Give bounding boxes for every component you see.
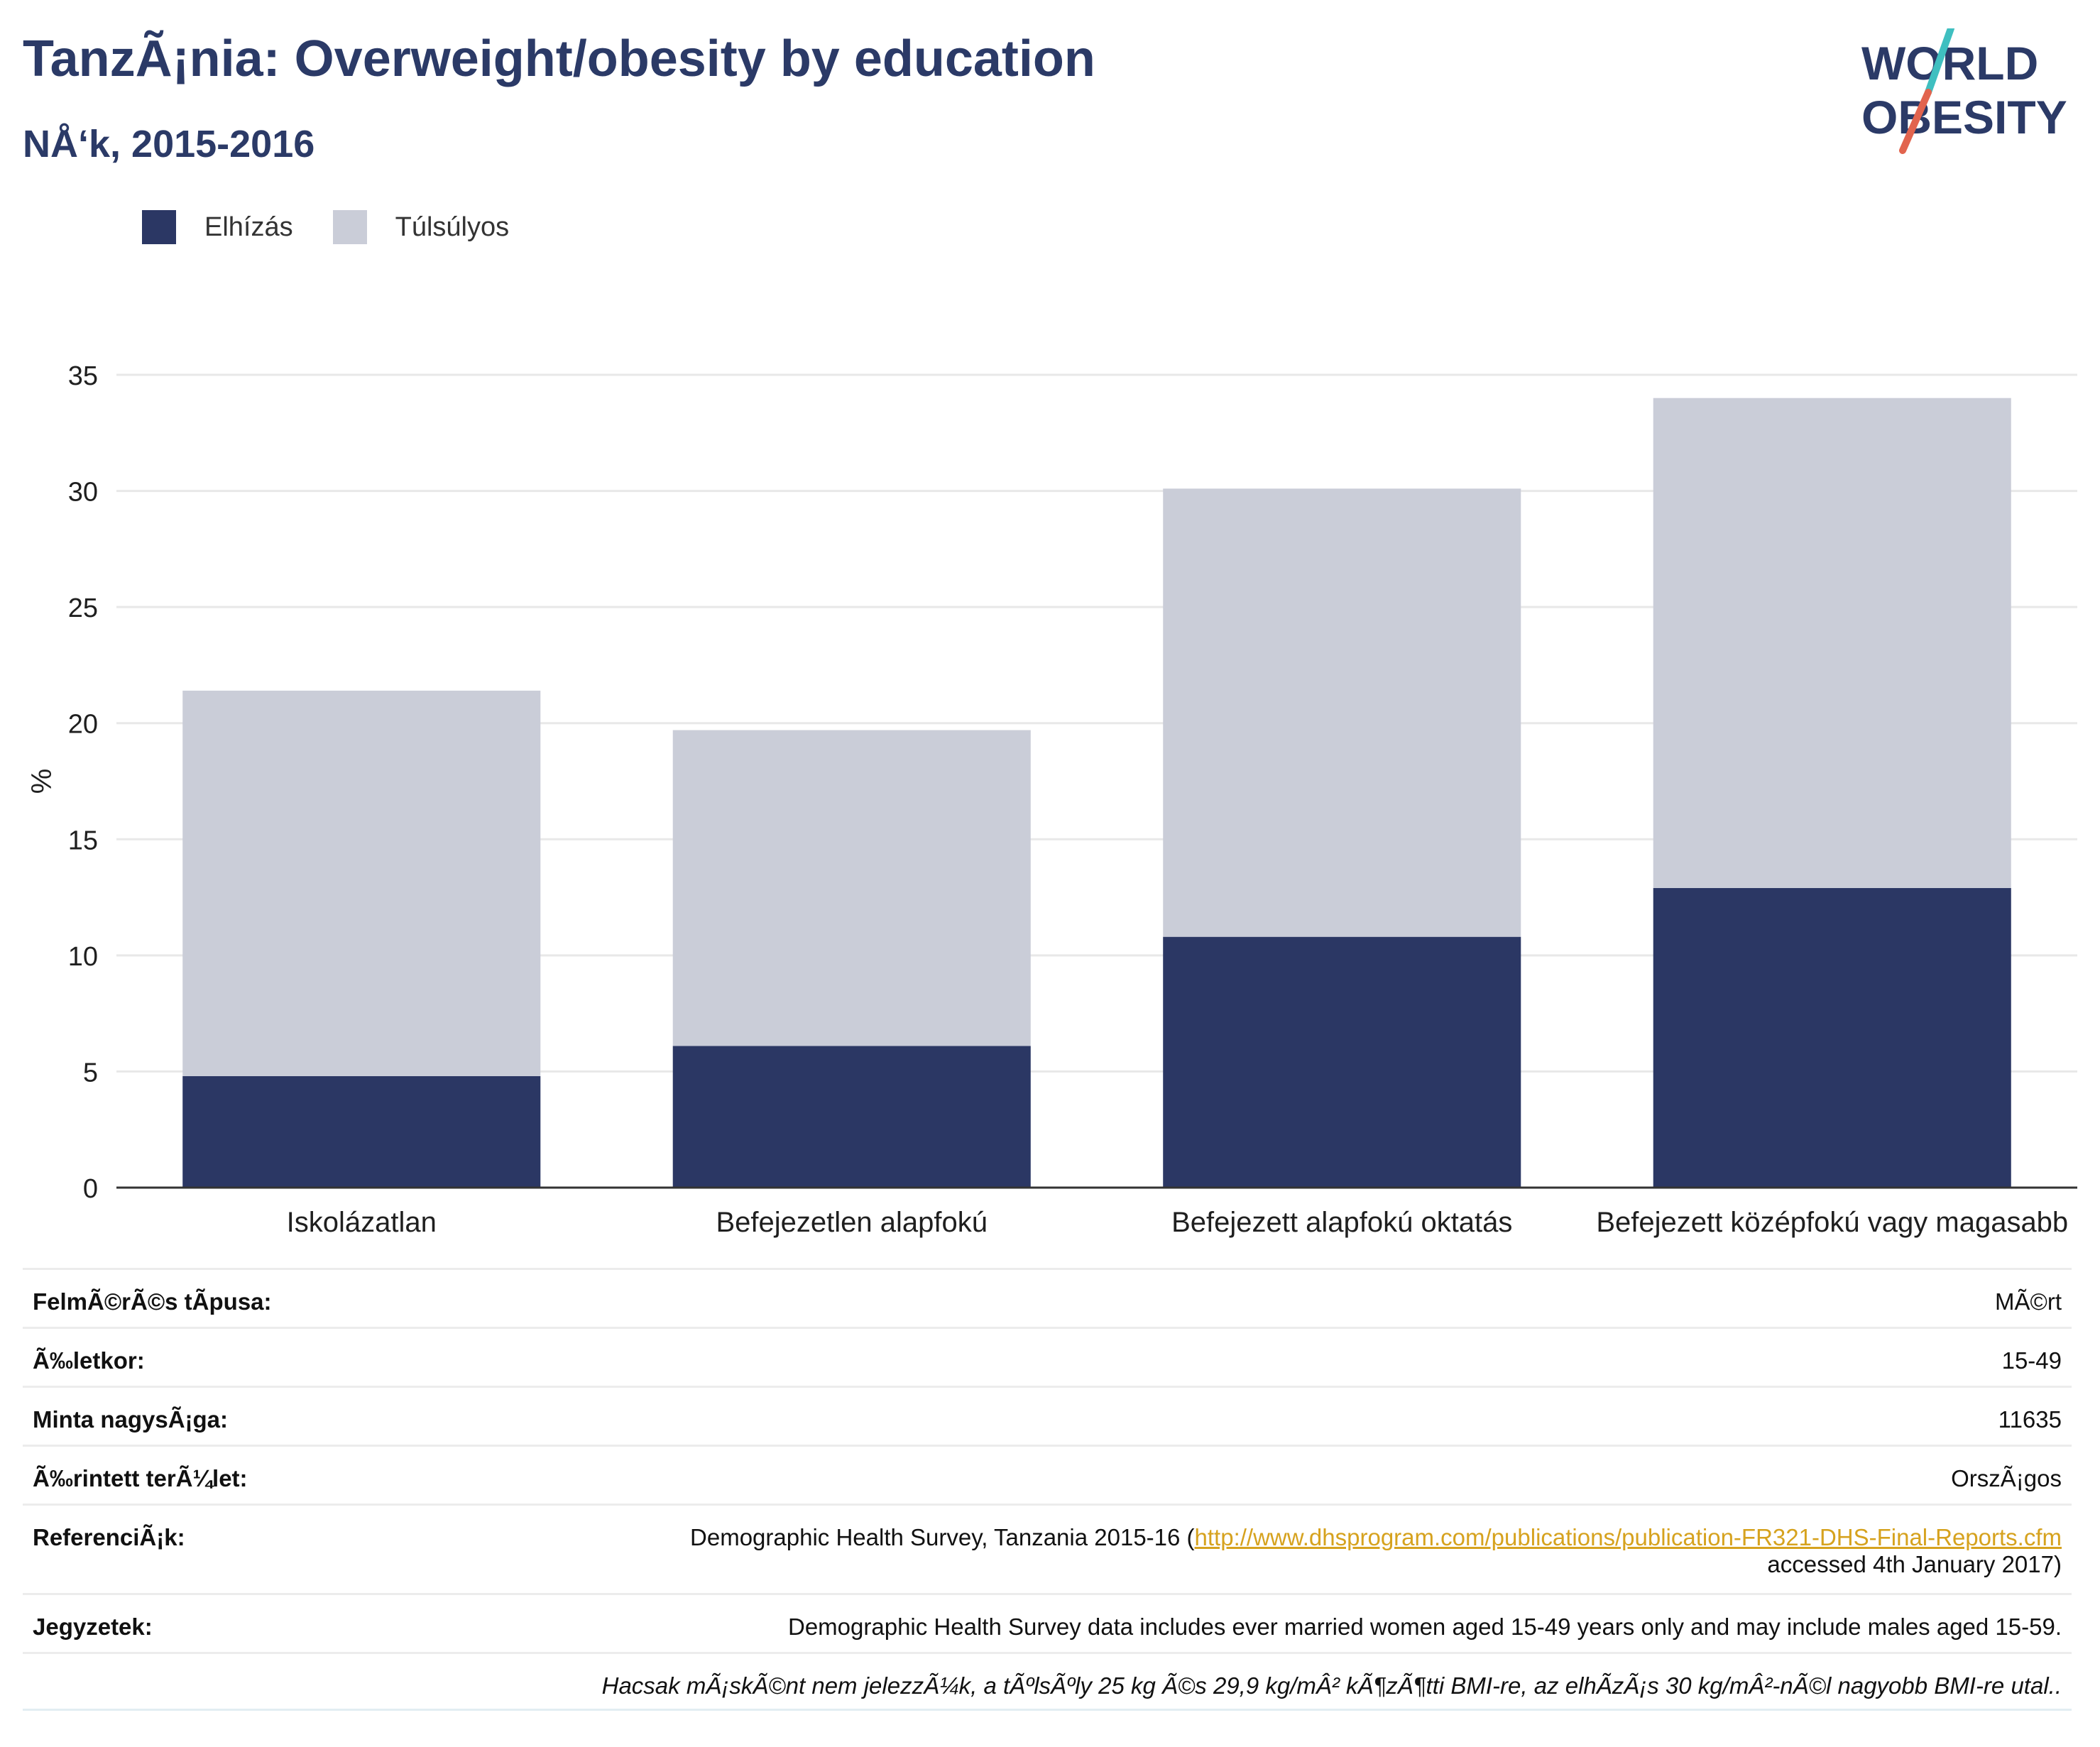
legend-item-obesity: Elhízás (142, 210, 293, 244)
meta-key: Ã‰rintett terÃ¼let: (33, 1465, 248, 1491)
bar-overweight (1163, 488, 1521, 937)
x-tick-label: Befejezetlen alapfokú (716, 1207, 988, 1238)
meta-key: Ã‰letkor: (33, 1347, 145, 1374)
meta-row-sample-size: Minta nagysÃ¡ga: 11635 (23, 1386, 2072, 1445)
bar-obesity (672, 1046, 1031, 1188)
chart-legend: Elhízás Túlsúlyos (142, 210, 549, 244)
legend-label-overweight: Túlsúlyos (395, 212, 510, 242)
bar-overweight (182, 690, 541, 1076)
meta-key: FelmÃ©rÃ©s tÃpusa: (33, 1288, 272, 1315)
meta-key: Jegyzetek: (33, 1614, 153, 1640)
legend-swatch-overweight (332, 210, 367, 244)
reference-link[interactable]: http://www.dhsprogram.com/publications/p… (1194, 1524, 2062, 1550)
logo-text-obesity: OBESITY (1861, 91, 2067, 143)
logo-slash-red (1899, 89, 1932, 154)
y-tick-label: 20 (68, 710, 98, 740)
meta-value: Demographic Health Survey data includes … (788, 1614, 2062, 1640)
meta-value: 15-49 (2001, 1347, 2062, 1374)
meta-row-notes: Jegyzetek: Demographic Health Survey dat… (23, 1593, 2072, 1652)
bar-overweight (1653, 398, 2011, 888)
x-tick-label: Iskolázatlan (287, 1207, 437, 1238)
x-tick-label: Befejezett alapfokú oktatás (1171, 1207, 1512, 1238)
meta-key: Minta nagysÃ¡ga: (33, 1406, 229, 1433)
chart-subtitle: NÅ‘k, 2015-2016 (23, 123, 315, 165)
bar-chart: 0 5 10 15 20 25 30 35% Iskolázatlan Befejezetlen … (26, 361, 2077, 1238)
reference-value: Demographic Health Survey, Tanzania 2015… (690, 1524, 2062, 1578)
meta-value: MÃ©rt (1995, 1288, 2062, 1315)
x-tick-label: Befejezett középfokú vagy magasabb (1596, 1207, 2068, 1238)
footnote-text: Hacsak mÃ¡skÃ©nt nem jelezzÃ¼k, a tÃºlsÃ… (601, 1672, 2062, 1699)
legend-label-obesity: Elhízás (204, 212, 293, 242)
meta-value: 11635 (1998, 1406, 2062, 1433)
meta-value: OrszÃ¡gos (1951, 1465, 2062, 1491)
bar-obesity (182, 1075, 541, 1188)
world-obesity-logo: WORLD OBESITY (1861, 28, 2067, 154)
y-tick-label: 10 (68, 942, 98, 972)
y-tick-label: 30 (68, 478, 98, 508)
meta-row-survey-type: FelmÃ©rÃ©s tÃpusa: MÃ©rt (23, 1268, 2072, 1327)
y-tick-label: 25 (68, 593, 98, 623)
meta-row-age: Ã‰letkor: 15-49 (23, 1327, 2072, 1386)
metadata-table: FelmÃ©rÃ©s tÃpusa: MÃ©rt Ã‰letkor: 15-49… (23, 1268, 2072, 1711)
meta-key: ReferenciÃ¡k: (33, 1524, 185, 1550)
bar-overweight (672, 730, 1031, 1046)
meta-row-references: ReferenciÃ¡k: Demographic Health Survey,… (23, 1504, 2072, 1593)
meta-row-area: Ã‰rintett terÃ¼let: OrszÃ¡gos (23, 1445, 2072, 1504)
bar-obesity (1653, 887, 2011, 1188)
legend-swatch-obesity (142, 210, 176, 244)
reference-prefix: Demographic Health Survey, Tanzania 2015… (690, 1524, 1195, 1550)
y-tick-label: 5 (83, 1058, 98, 1088)
legend-item-overweight: Túlsúlyos (332, 210, 510, 244)
y-tick-label: 0 (83, 1174, 98, 1204)
chart-title: TanzÃ¡nia: Overweight/obesity by educati… (23, 31, 1095, 87)
meta-row-footnote: Hacsak mÃ¡skÃ©nt nem jelezzÃ¼k, a tÃºlsÃ… (23, 1652, 2072, 1711)
reference-suffix: accessed 4th January 2017) (1767, 1551, 2062, 1577)
y-tick-label: 35 (68, 361, 98, 391)
bar-obesity (1163, 936, 1521, 1188)
y-axis-label: % (26, 769, 58, 794)
y-tick-label: 15 (68, 826, 98, 855)
logo-slash-teal (1925, 28, 1954, 96)
logo-text-world: WORLD (1861, 37, 2038, 89)
